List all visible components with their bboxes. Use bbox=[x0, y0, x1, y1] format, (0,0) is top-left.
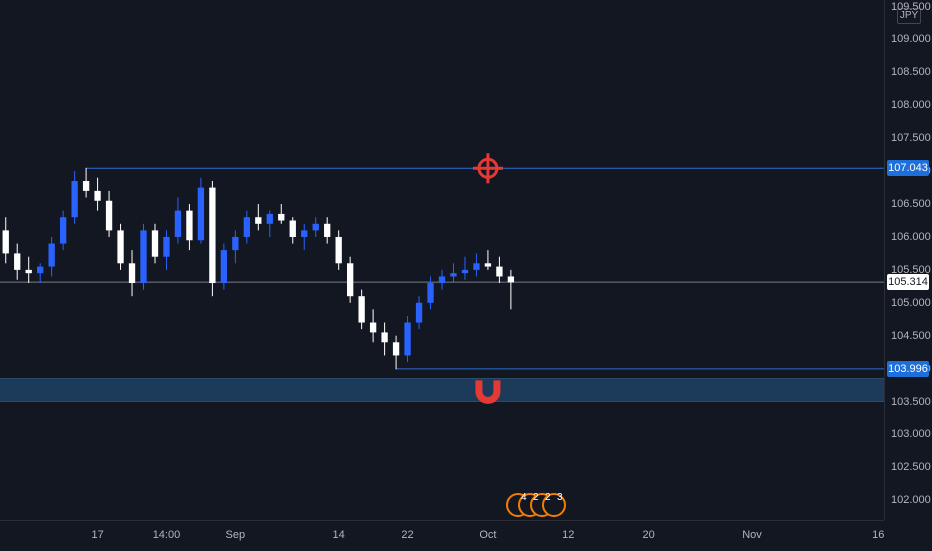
magnet-icon[interactable] bbox=[475, 380, 501, 404]
candle-body bbox=[174, 210, 182, 237]
price-tick-label: 105.000 bbox=[891, 296, 931, 309]
candle-body bbox=[25, 269, 32, 274]
candle-body bbox=[220, 250, 228, 284]
candle-body bbox=[415, 302, 423, 323]
candle-body bbox=[37, 266, 44, 274]
candle-body bbox=[117, 230, 124, 264]
time-tick-label: Nov bbox=[742, 529, 762, 541]
candle-body bbox=[151, 230, 159, 257]
candle-body bbox=[163, 236, 170, 257]
price-tick-label: 106.500 bbox=[891, 198, 931, 211]
time-tick-label: Sep bbox=[225, 529, 246, 541]
candle-body bbox=[243, 217, 250, 237]
candle-body bbox=[312, 223, 319, 231]
candle-body bbox=[278, 213, 285, 221]
price-tick-label: 103.500 bbox=[891, 395, 931, 408]
event-count: 3 bbox=[557, 492, 563, 503]
time-tick-label: 16 bbox=[872, 529, 885, 541]
time-tick-label: 12 bbox=[562, 529, 575, 541]
event-count: 2 bbox=[533, 492, 539, 503]
price-tick-label: 108.500 bbox=[891, 66, 931, 79]
candle-body bbox=[71, 181, 78, 218]
candle-body bbox=[324, 223, 331, 237]
time-tick-label: 17 bbox=[91, 529, 104, 541]
candle-body bbox=[392, 342, 400, 356]
candle-body bbox=[82, 181, 90, 191]
candle-body bbox=[59, 217, 67, 244]
price-tick-label: 107.500 bbox=[891, 132, 931, 145]
price-tick-label: 102.000 bbox=[891, 494, 931, 507]
candle-body bbox=[404, 322, 411, 356]
time-axis[interactable]: 17 14:00 Sep 14 22 Oct 12 20 Nov 16 bbox=[0, 520, 884, 551]
candle-body bbox=[450, 273, 457, 277]
price-tick-label: 104.500 bbox=[891, 329, 931, 342]
time-tick-label: 14:00 bbox=[152, 529, 181, 541]
price-tick-label: 105.500 bbox=[891, 263, 931, 276]
candle-body bbox=[186, 210, 193, 241]
currency-label[interactable]: JPY bbox=[897, 8, 921, 24]
candle-body bbox=[2, 230, 9, 254]
candle-body bbox=[255, 217, 262, 224]
candle-body bbox=[209, 187, 216, 284]
candle-body bbox=[473, 263, 480, 270]
price-tick-label: 102.500 bbox=[891, 461, 931, 474]
price-axis[interactable]: JPY 109.500 109.000 108.500 108.000 107.500 1… bbox=[884, 0, 932, 520]
price-tick-label: 108.000 bbox=[891, 99, 931, 112]
candle-body bbox=[369, 322, 377, 333]
resistance-price-label: 107.043 bbox=[887, 160, 929, 177]
time-tick-label: 14 bbox=[332, 529, 345, 541]
candle-body bbox=[507, 276, 515, 283]
candle-body bbox=[232, 236, 239, 251]
price-tick-label: 109.000 bbox=[891, 33, 931, 46]
candle-body bbox=[197, 187, 205, 241]
candle-body bbox=[266, 213, 273, 224]
price-tick-label: 109.500 bbox=[891, 0, 931, 13]
event-count: 2 bbox=[545, 492, 551, 503]
support-zone bbox=[0, 378, 884, 402]
candle-body bbox=[381, 332, 388, 343]
candle-body bbox=[461, 269, 469, 274]
price-tick-label: 106.000 bbox=[891, 230, 931, 243]
candle-body bbox=[94, 190, 101, 201]
current-price-label: 105.314 bbox=[887, 274, 929, 291]
time-tick-label: 22 bbox=[401, 529, 414, 541]
candle-body bbox=[48, 243, 55, 267]
candle-body bbox=[301, 230, 308, 237]
event-count: 4 bbox=[521, 492, 527, 503]
support-price-label: 103.996 bbox=[887, 360, 929, 377]
candle-body bbox=[14, 253, 21, 270]
candle-body bbox=[438, 276, 446, 284]
candle-body bbox=[335, 236, 342, 264]
candle-body bbox=[427, 283, 434, 303]
candle-body bbox=[289, 220, 296, 237]
candle-body bbox=[105, 200, 113, 231]
candle-body bbox=[358, 296, 365, 323]
time-tick-label: Oct bbox=[479, 529, 497, 541]
crosshair-target-icon[interactable] bbox=[472, 153, 503, 184]
time-tick-label: 20 bbox=[642, 529, 655, 541]
candle-body bbox=[346, 263, 354, 297]
candle-body bbox=[484, 263, 492, 267]
chart-canvas[interactable] bbox=[0, 0, 884, 520]
price-tick-label: 103.000 bbox=[891, 428, 931, 441]
candle-body bbox=[140, 230, 147, 284]
candle-body bbox=[496, 266, 503, 277]
candle-body bbox=[128, 263, 136, 284]
